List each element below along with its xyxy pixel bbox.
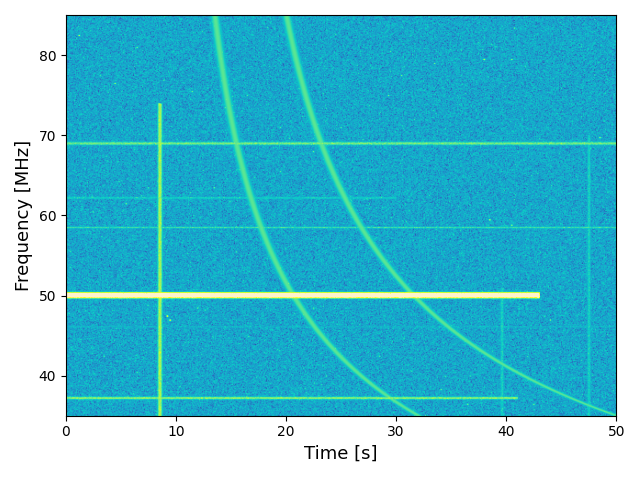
X-axis label: Time [s]: Time [s] <box>305 445 378 463</box>
Y-axis label: Frequency [MHz]: Frequency [MHz] <box>15 140 33 291</box>
